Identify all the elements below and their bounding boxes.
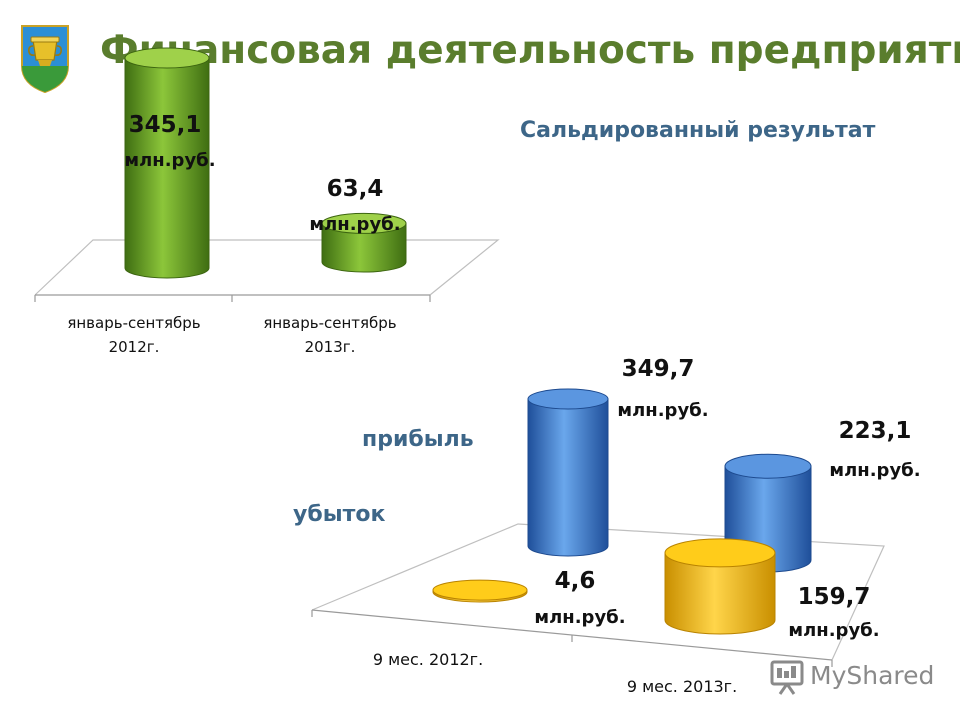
watermark-text: MyShared: [810, 661, 934, 690]
presentation-board-icon: [770, 660, 804, 695]
unit-label: млн.руб.: [124, 150, 215, 171]
chart2-floor: [311, 523, 885, 667]
unit-label: млн.руб.: [617, 400, 708, 421]
value-label: 223,1: [839, 418, 912, 444]
chart1-floor: [34, 239, 500, 302]
category-label: 2013г.: [305, 338, 356, 356]
coat-of-arms-icon: [18, 22, 72, 94]
profit-bar: [527, 388, 609, 557]
unit-label: млн.руб.: [829, 460, 920, 481]
value-label: 349,7: [622, 356, 695, 382]
unit-label: млн.руб.: [788, 620, 879, 641]
value-label: 63,4: [327, 176, 384, 202]
loss-bar: [664, 538, 776, 635]
legend-profit: прибыль: [362, 427, 474, 452]
page-title: Финансовая деятельность предприятий: [100, 28, 960, 73]
unit-label: млн.руб.: [534, 607, 625, 628]
balance-bar: [321, 212, 407, 273]
balance-bar: [124, 47, 210, 279]
category-label: 9 мес. 2012г.: [373, 650, 483, 669]
chart-title: Сальдированный результат: [520, 118, 876, 143]
legend-loss: убыток: [293, 502, 385, 527]
category-label: 9 мес. 2013г.: [627, 677, 737, 696]
category-label: январь-сентябрь: [263, 314, 396, 332]
value-label: 345,1: [129, 112, 202, 138]
loss-bar: [432, 579, 528, 603]
category-label: январь-сентябрь: [67, 314, 200, 332]
unit-label: млн.руб.: [309, 214, 400, 235]
value-label: 159,7: [798, 584, 871, 610]
category-label: 2012г.: [109, 338, 160, 356]
value-label: 4,6: [555, 568, 596, 594]
myshared-watermark: MyShared: [768, 654, 938, 698]
